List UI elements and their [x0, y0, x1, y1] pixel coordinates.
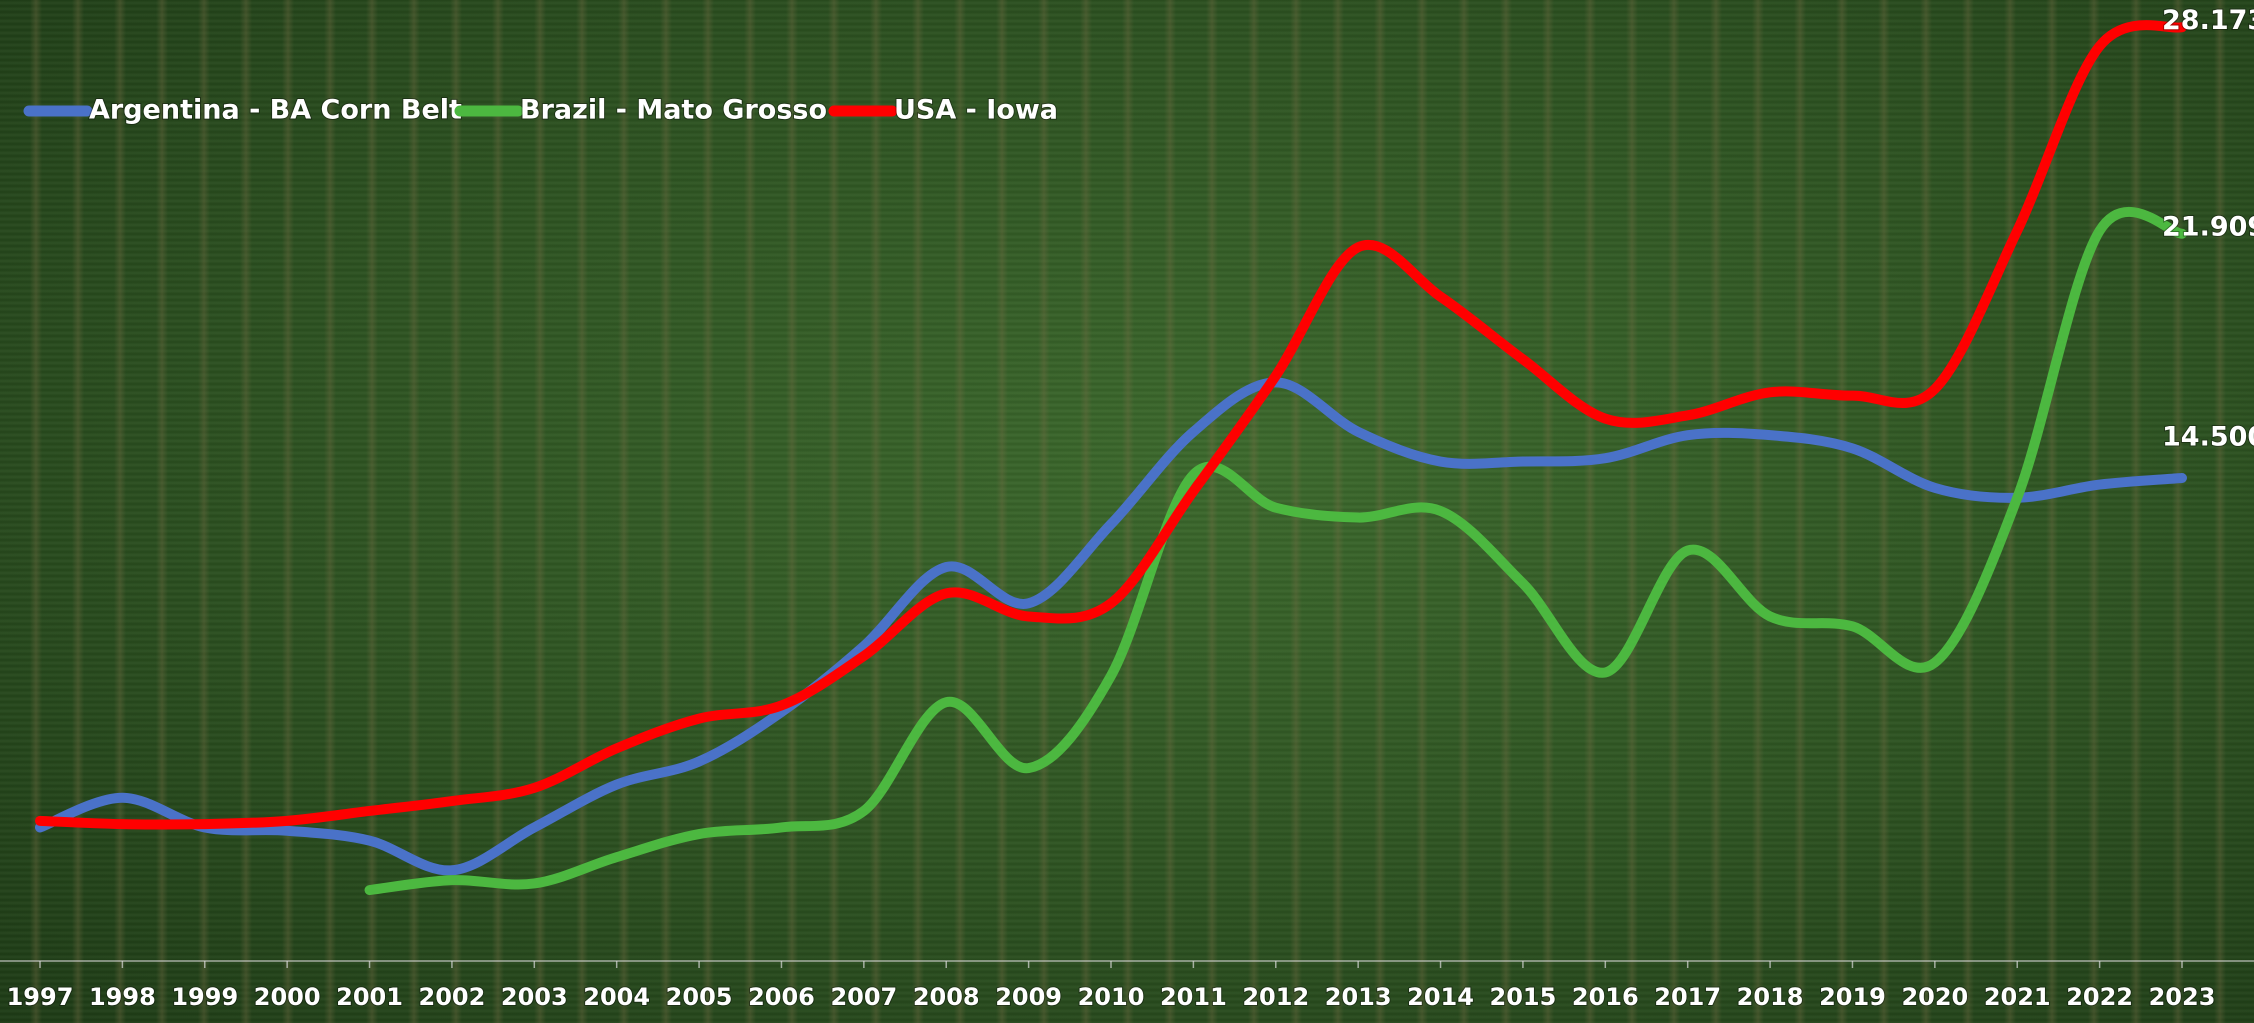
- x-tick-label: 2021: [1984, 983, 2051, 1011]
- x-tick-label: 2018: [1737, 983, 1804, 1011]
- x-tick-label: 2012: [1242, 983, 1309, 1011]
- x-tick-label: 2007: [830, 983, 897, 1011]
- x-tick-label: 2002: [419, 983, 486, 1011]
- x-tick-label: 2009: [995, 983, 1062, 1011]
- x-tick-label: 2022: [2066, 983, 2133, 1011]
- x-tick-label: 2011: [1160, 983, 1227, 1011]
- x-tick-label: 2019: [1819, 983, 1886, 1011]
- value-label: 21.909: [2162, 211, 2254, 242]
- x-tick-label: 2014: [1407, 983, 1474, 1011]
- x-tick-label: 2008: [913, 983, 980, 1011]
- x-tick-label: 2010: [1078, 983, 1145, 1011]
- legend-label: Brazil - Mato Grosso: [520, 95, 827, 126]
- x-tick-label: 2003: [501, 983, 568, 1011]
- series-line: [35, 20, 2187, 830]
- x-tick-label: 2017: [1654, 983, 1721, 1011]
- x-tick-label: 2006: [748, 983, 815, 1011]
- x-tick-label: 2015: [1490, 983, 1557, 1011]
- x-tick-label: 2016: [1572, 983, 1639, 1011]
- x-tick-label: 1999: [171, 983, 238, 1011]
- x-tick-label: 2020: [1901, 983, 1968, 1011]
- legend-label: USA - Iowa: [894, 95, 1058, 126]
- x-tick-label: 2000: [254, 983, 321, 1011]
- x-tick-label: 2013: [1325, 983, 1392, 1011]
- x-tick-label: 2005: [666, 983, 733, 1011]
- x-tick-label: 2004: [583, 983, 650, 1011]
- x-tick-label: 1998: [89, 983, 156, 1011]
- legend-label: Argentina - BA Corn Belt: [89, 95, 462, 126]
- x-tick-label: 1997: [7, 983, 74, 1011]
- x-tick-label: 2023: [2149, 983, 2216, 1011]
- value-label: 28.173: [2162, 5, 2254, 36]
- series-line: [364, 206, 2187, 896]
- series-line: [35, 377, 2187, 876]
- value-label: 14.500: [2162, 422, 2254, 453]
- x-tick-label: 2001: [336, 983, 403, 1011]
